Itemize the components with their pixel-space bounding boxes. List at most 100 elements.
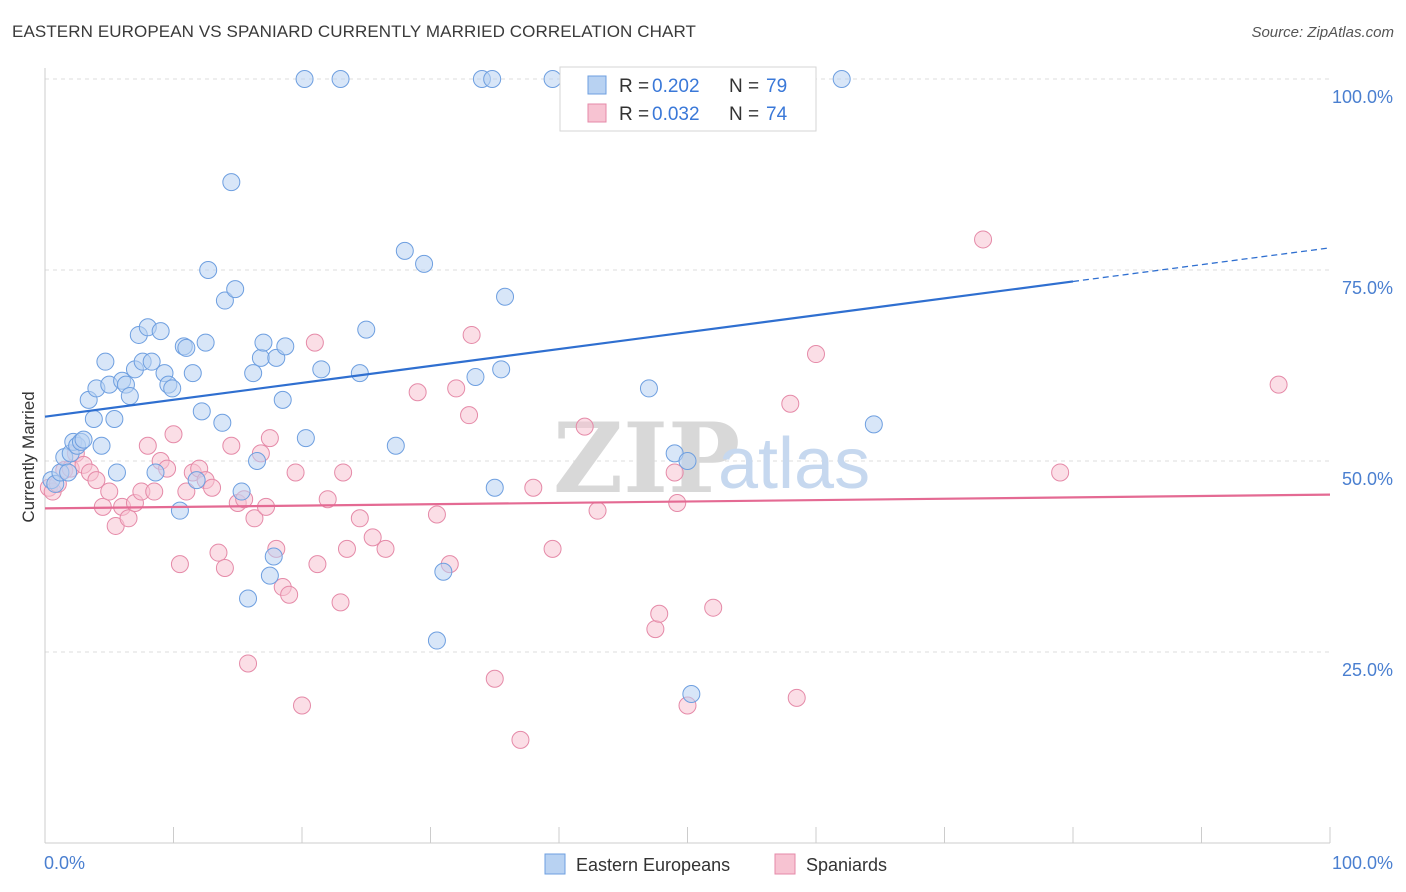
spaniard-point (293, 696, 311, 715)
spaniard-point (305, 333, 324, 352)
axes (44, 68, 1331, 844)
spaniard-point (222, 436, 241, 455)
eastern-european-point (295, 70, 314, 88)
spaniard-point (427, 505, 446, 524)
spaniard-point (668, 494, 687, 513)
spaniard-point (260, 429, 279, 448)
x-tick-label: 0.0% (44, 853, 85, 873)
spaniard-point (665, 463, 684, 482)
eastern-european-point (434, 562, 453, 581)
watermark-atlas: atlas (718, 424, 870, 504)
spaniards-trendline (44, 493, 1331, 510)
chart-title: EASTERN EUROPEAN VS SPANIARD CURRENTLY M… (12, 22, 696, 41)
legend-r-value: 0.032 (652, 104, 700, 125)
eastern-european-point (222, 173, 241, 192)
legend-n-value: 74 (766, 104, 788, 125)
eastern-european-point (170, 501, 189, 520)
spaniard-point (138, 436, 157, 455)
spaniard-point (119, 509, 138, 528)
y-tick-label: 100.0% (1332, 87, 1393, 107)
spaniard-point (331, 593, 350, 612)
eastern-european-point (832, 70, 851, 88)
eastern-european-point (678, 452, 697, 470)
eastern-european-point (395, 241, 414, 260)
legend-n-label: N = (729, 76, 759, 97)
chart-source: Source: ZipAtlas.com (1251, 24, 1394, 41)
legend-r-label: R = (619, 104, 649, 125)
spaniard-point (203, 478, 222, 497)
eastern-european-point (239, 589, 258, 608)
x-tick-labels: 0.0% 100.0% (44, 853, 1393, 873)
spaniard-point (462, 325, 481, 344)
y-tick-label: 25.0% (1342, 660, 1393, 680)
spaniard-point (588, 501, 607, 520)
spaniard-point (485, 669, 504, 688)
eastern-european-point (427, 631, 446, 650)
eastern-european-point (120, 387, 139, 406)
eastern-european-point (192, 402, 211, 421)
eastern-european-point (492, 360, 511, 379)
eastern-european-point (146, 463, 165, 482)
spaniard-point (334, 463, 353, 482)
eastern-european-point (466, 367, 485, 386)
legend-spaniards-label: Spaniards (806, 855, 887, 875)
y-tick-label: 75.0% (1342, 278, 1393, 298)
eastern-european-point (187, 471, 206, 490)
spaniard-point (239, 654, 258, 673)
spaniard-point (100, 482, 119, 501)
eastern-european-point (163, 379, 182, 398)
spaniard-point (209, 543, 228, 562)
spaniard-point (511, 730, 530, 749)
eastern-european-point (59, 463, 78, 482)
eastern-european-point (213, 413, 232, 432)
eastern-european-point (264, 547, 283, 566)
spaniard-point (308, 555, 327, 574)
eastern-european-point (682, 685, 701, 704)
eastern-european-point (350, 364, 369, 383)
spaniard-point (408, 383, 427, 402)
eastern-european-point (543, 70, 562, 88)
eastern-european-point (864, 415, 883, 434)
eastern-european-point (273, 390, 292, 409)
eastern-european-point (92, 436, 111, 455)
eastern-european-point (386, 436, 405, 455)
spaniard-point (575, 417, 594, 436)
eastern-european-point (415, 254, 434, 273)
y-axis-label: Currently Married (19, 391, 38, 522)
spaniard-point (87, 471, 106, 490)
eastern-european-point (84, 409, 103, 428)
trendlines (44, 247, 1331, 510)
eastern-european-point (251, 348, 270, 367)
eastern-european-point (196, 333, 215, 352)
legend-n-value: 79 (766, 76, 787, 97)
eastern-european-point (357, 320, 376, 339)
spaniard-point (280, 585, 299, 604)
watermark: ZIP atlas (553, 402, 870, 515)
eastern-european-point (254, 333, 273, 352)
y-tick-labels: 25.0% 50.0% 75.0% 100.0% (1332, 87, 1393, 680)
spaniard-point (460, 406, 479, 425)
eastern-europeans-trendline (44, 280, 1074, 418)
spaniard-point (1269, 375, 1288, 394)
y-tick-label: 50.0% (1342, 469, 1393, 489)
eastern-european-point (312, 360, 331, 379)
eastern-european-point (215, 291, 234, 310)
spaniard-point (318, 490, 337, 509)
eastern-european-point (177, 338, 196, 357)
legend-spaniards-swatch (774, 853, 796, 875)
eastern-european-point (142, 352, 161, 371)
eastern-european-point (296, 429, 315, 448)
spaniard-point (245, 509, 264, 528)
eastern-european-point (74, 430, 93, 449)
legend-n-label: N = (729, 104, 759, 125)
eastern-european-point (639, 379, 658, 398)
spaniard-point (543, 539, 562, 558)
spaniard-point (376, 539, 395, 558)
eastern-european-point (151, 322, 170, 341)
spaniard-point (974, 230, 993, 249)
spaniard-point (704, 598, 723, 617)
eastern-europeans-points (42, 70, 883, 704)
spaniard-point (177, 482, 196, 501)
eastern-europeans-trendline-extension (1072, 247, 1331, 283)
